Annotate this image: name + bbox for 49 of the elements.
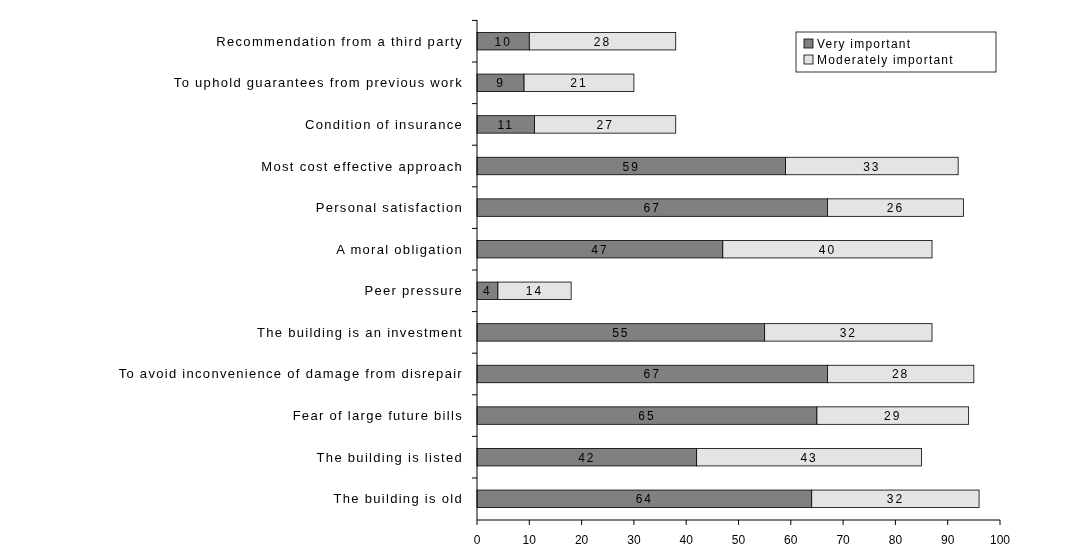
legend-label: Moderately important	[817, 53, 954, 67]
x-tick-label: 40	[679, 533, 694, 547]
data-label: 65	[638, 409, 656, 424]
data-label: 64	[635, 492, 654, 507]
y-tick-label: To avoid inconvenience of damage from disrepair	[118, 366, 463, 382]
y-tick-label: Recommendation from a third party	[216, 33, 463, 49]
y-tick-label: The building is listed	[316, 449, 463, 465]
x-tick-label: 70	[836, 533, 851, 547]
y-tick-label: Most cost effective approach	[261, 158, 463, 174]
data-label: 28	[891, 367, 910, 382]
data-label: 32	[839, 325, 858, 340]
data-label: 14	[525, 284, 544, 299]
data-label: 67	[643, 201, 661, 216]
y-tick-label: Personal satisfaction	[315, 200, 463, 216]
y-tick-label: Peer pressure	[364, 283, 463, 299]
data-label: 40	[818, 242, 837, 257]
data-label: 28	[593, 34, 612, 49]
data-label: 67	[643, 367, 661, 382]
x-tick-label: 10	[522, 533, 537, 547]
data-label: 29	[884, 409, 902, 424]
data-label: 26	[886, 201, 905, 216]
data-label: 11	[497, 117, 514, 132]
data-label: 4	[483, 284, 492, 299]
y-tick-label: The building is an investment	[256, 324, 463, 340]
x-tick-label: 0	[473, 533, 481, 547]
x-tick-label: 90	[941, 533, 955, 547]
x-tick-label: 80	[888, 533, 903, 547]
legend-label: Very important	[817, 37, 912, 51]
x-tick-label: 50	[731, 533, 746, 547]
y-tick-label: The building is old	[333, 491, 463, 507]
y-tick-label: A moral obligation	[336, 241, 463, 257]
data-label: 43	[800, 450, 818, 465]
x-tick-label: 60	[784, 533, 798, 547]
data-label: 9	[496, 76, 505, 91]
data-label: 59	[622, 159, 640, 174]
data-label: 55	[612, 325, 630, 340]
x-tick-label: 30	[627, 533, 641, 547]
x-tick-label: 100	[989, 533, 1011, 547]
data-label: 32	[886, 492, 905, 507]
data-label: 27	[596, 117, 614, 132]
y-tick-label: Condition of insurance	[305, 116, 463, 132]
data-label: 21	[570, 76, 588, 91]
data-label: 47	[591, 242, 609, 257]
y-tick-label: To uphold guarantees from previous work	[173, 75, 463, 91]
data-label: 10	[494, 34, 512, 49]
data-label: 42	[578, 450, 596, 465]
y-tick-label: Fear of large future bills	[292, 408, 463, 424]
data-label: 33	[863, 159, 881, 174]
x-tick-label: 20	[574, 533, 589, 547]
